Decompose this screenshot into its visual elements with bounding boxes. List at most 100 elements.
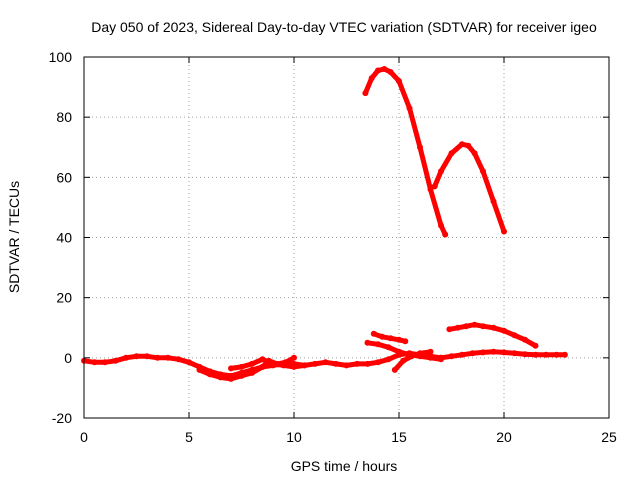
data-point [291,363,297,370]
data-point [463,323,470,330]
axis-ticks [83,56,610,419]
data-point [385,356,392,363]
data-point [522,336,528,343]
data-point [543,351,549,358]
data-point [368,75,375,82]
x-axis-title: GPS time / hours [291,458,398,474]
data-point [364,360,371,367]
data-point [408,353,415,360]
data-point [207,371,213,378]
data-point [459,351,465,358]
data-point [427,354,434,361]
data-point [364,339,371,346]
data-point [375,67,381,74]
data-point [391,366,398,373]
data-point [501,327,507,334]
data-point [561,351,568,358]
data-point [238,372,245,379]
data-point [123,354,129,361]
data-point [448,353,455,360]
y-tick-label: 60 [56,169,72,185]
y-tick-label: 0 [64,350,72,366]
data-point [417,350,423,357]
data-point [427,348,434,355]
data-point [431,183,438,190]
data-point [291,354,297,361]
y-tick-label: 100 [49,49,73,65]
series-line-track-2 [197,355,297,382]
data-point [312,360,318,367]
data-point [196,366,203,373]
data-point [396,348,402,355]
data-point [490,198,497,205]
data-point [375,341,381,348]
x-tick-label: 15 [391,429,407,445]
data-point [480,168,486,175]
data-point [427,186,434,193]
data-point [511,350,518,357]
data-point [133,353,140,360]
data-point [186,359,192,366]
x-tick-label: 5 [185,429,193,445]
y-tick-label: -20 [52,410,72,426]
data-point [362,90,369,97]
y-tick-label: 20 [56,290,72,306]
plot-area [81,66,568,382]
data-point [112,357,119,364]
data-point [270,360,276,367]
data-point [301,362,308,369]
data-point [553,351,560,358]
data-point [375,359,381,366]
data-point [465,142,472,149]
data-point [396,78,402,85]
data-point [459,141,465,148]
data-point [532,351,539,358]
data-point [259,363,266,370]
data-point [501,349,507,356]
x-tick-label: 0 [80,429,88,445]
data-point [471,150,478,157]
data-point [175,356,182,363]
data-point [387,335,394,342]
data-point [102,359,108,366]
data-point [370,330,377,337]
series-line-track-5 [432,141,507,234]
data-point [522,351,528,358]
data-point [165,354,171,361]
data-point [400,357,407,364]
data-point [379,333,386,340]
data-point [387,69,394,75]
data-point [343,362,350,369]
data-point [228,375,234,382]
data-point [501,228,507,235]
data-point [228,365,234,372]
data-point [438,222,444,229]
data-point [381,66,388,72]
data-point [448,150,455,157]
data-point [322,359,329,366]
data-point [438,354,444,361]
data-point [249,369,255,376]
data-point [532,342,539,349]
y-axis-title: SDTVAR / TECUs [6,181,22,293]
data-point [402,338,409,345]
data-point [471,321,478,328]
data-point [490,324,497,331]
data-point [442,231,449,238]
series-line-track-10 [446,322,538,349]
axis-tick-labels: 0 5 10 15 20 25 -20 0 20 40 60 80 100 [49,49,617,445]
x-tick-label: 20 [496,429,512,445]
data-point [249,360,255,367]
data-point [417,144,423,151]
x-tick-label: 25 [601,429,617,445]
data-point [480,323,486,330]
y-tick-label: 80 [56,109,72,125]
data-point [280,362,287,369]
data-point [469,350,476,357]
data-point [438,168,444,175]
data-point [333,360,339,367]
data-point [480,349,486,356]
data-point [490,348,497,355]
data-point [385,344,392,351]
